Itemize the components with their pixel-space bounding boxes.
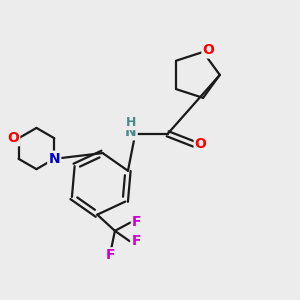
- Text: N: N: [125, 125, 137, 139]
- Text: H: H: [126, 116, 136, 129]
- Text: O: O: [8, 131, 19, 145]
- Text: N: N: [49, 152, 60, 166]
- Text: O: O: [195, 137, 207, 151]
- Text: F: F: [106, 248, 116, 262]
- Text: F: F: [132, 215, 142, 229]
- Text: N: N: [49, 152, 60, 166]
- Text: F: F: [131, 234, 141, 248]
- Text: O: O: [202, 44, 214, 58]
